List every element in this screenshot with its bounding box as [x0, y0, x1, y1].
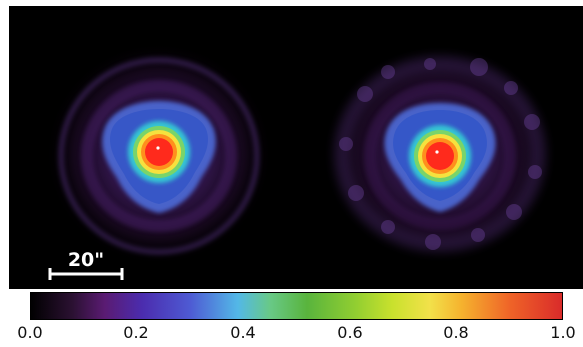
scale-bar-label: 20"	[68, 249, 104, 271]
colorbar-tick-labels: 0.0 0.2 0.4 0.6 0.8 1.0	[0, 324, 583, 344]
colorbar-tick-3: 0.6	[337, 323, 363, 342]
image-panels: 20"	[9, 6, 583, 289]
intensity-maps: 20"	[9, 6, 583, 289]
colorbar-graphic	[29, 291, 564, 321]
left-panel	[45, 42, 273, 266]
colorbar-tick-4: 0.8	[443, 323, 469, 342]
colorbar-tick-5: 1.0	[550, 323, 576, 342]
right-panel	[324, 46, 556, 262]
scale-bar: 20"	[48, 249, 124, 280]
colorbar-tick-0: 0.0	[17, 323, 43, 342]
colorbar-tick-2: 0.4	[230, 323, 256, 342]
colorbar	[29, 291, 564, 321]
colorbar-tick-1: 0.2	[123, 323, 149, 342]
